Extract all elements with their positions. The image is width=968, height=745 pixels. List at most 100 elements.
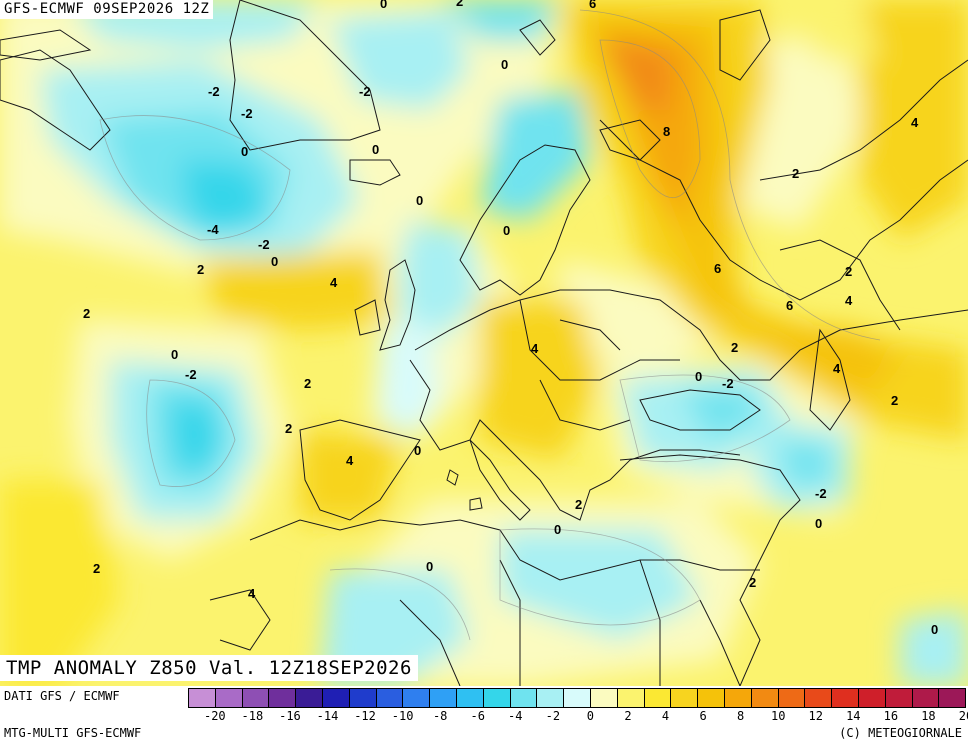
contour-label: 2 (891, 393, 898, 408)
color-scale-swatch (698, 689, 725, 707)
color-scale-tick: -20 (203, 709, 226, 723)
contour-label: -2 (208, 84, 220, 99)
contour-label: 0 (271, 254, 278, 269)
contour-label: -2 (359, 84, 371, 99)
color-scale-tick: -8 (432, 709, 448, 723)
color-scale-swatch (885, 689, 913, 707)
contour-label: 2 (575, 497, 582, 512)
color-scale-swatch (430, 689, 457, 707)
contour-label: -2 (258, 237, 270, 252)
color-scale-tick: -10 (391, 709, 414, 723)
contour-label: 4 (845, 293, 853, 308)
contour-label: -2 (185, 367, 197, 382)
color-scale-swatch (349, 689, 377, 707)
legend-footer: DATI GFS / ECMWF -20 -18 -16 -14 -12 -10 -8 -6-… (0, 686, 968, 745)
contour-label: 2 (456, 0, 463, 9)
contour-label: -4 (207, 222, 219, 237)
color-scale-tick: -6 (470, 709, 485, 723)
color-scale-tick: 20 (958, 709, 968, 723)
color-scale-tick: -18 (241, 709, 264, 723)
color-scale-swatch (590, 689, 618, 707)
contour-label: 0 (241, 144, 248, 159)
color-scale-tick: 2 (624, 709, 632, 723)
contour-label: 6 (786, 298, 793, 313)
color-scale-swatch (242, 689, 270, 707)
color-scale-ticks: -20 -18 -16 -14 -12 -10 -8 -6 -4 -2 0 2 4 6 8 10 12 14 16 1… (188, 709, 968, 725)
color-scale-tick: -16 (279, 709, 301, 723)
color-scale-tick: 4 (661, 709, 670, 723)
contour-label: 4 (833, 361, 841, 376)
contour-label: 2 (83, 306, 90, 321)
contour-label: 6 (589, 0, 596, 11)
color-scale-swatch (939, 689, 966, 707)
contour-label: 0 (414, 443, 421, 458)
color-scale (188, 688, 966, 708)
contour-label: 4 (248, 586, 256, 601)
color-scale-tick: 0 (586, 709, 595, 723)
color-scale-swatch (189, 689, 216, 707)
anomaly-shading (0, 0, 968, 686)
color-scale-swatch (564, 689, 591, 707)
contour-label: 2 (304, 376, 311, 391)
contour-label: 2 (731, 340, 738, 355)
color-scale-swatch (778, 689, 806, 707)
contour-label: 4 (346, 453, 354, 468)
contour-label: 0 (554, 522, 561, 537)
contour-label: 2 (197, 262, 204, 277)
contour-label: 2 (93, 561, 100, 576)
color-scale-swatch (644, 689, 672, 707)
anomaly-map: 0 2 6 -2 -2 0 -2 0 0 8 4 2 0 0 -4 -2 0 2… (0, 0, 968, 686)
color-scale-tick: 10 (770, 709, 786, 723)
contour-label: 0 (695, 369, 702, 384)
copyright-label: (C) METEOGIORNALE (839, 726, 962, 740)
color-scale-swatch (215, 689, 243, 707)
color-scale-swatch (832, 689, 859, 707)
color-scale-tick: 14 (846, 709, 861, 723)
color-scale-swatch (858, 689, 886, 707)
color-scale-swatch (322, 689, 350, 707)
color-scale-tick: -4 (508, 709, 523, 723)
contour-label: 2 (749, 575, 756, 590)
contour-labels: 0 2 6 -2 -2 0 -2 0 0 8 4 2 0 0 -4 -2 0 2… (83, 0, 938, 637)
color-scale-swatch (483, 689, 511, 707)
color-scale-swatch (403, 689, 431, 707)
contour-label: 0 (426, 559, 433, 574)
color-scale-swatch (805, 689, 833, 707)
contour-label: 0 (416, 193, 423, 208)
contour-label: -2 (241, 106, 253, 121)
contour-label: 0 (171, 347, 178, 362)
color-scale-swatch (724, 689, 752, 707)
color-scale-tick: 8 (737, 709, 745, 723)
color-scale-tick: -14 (316, 709, 339, 723)
contour-label: 2 (845, 264, 852, 279)
run-label: GFS-ECMWF 09SEP2026 12Z (0, 0, 214, 19)
contour-label: 8 (663, 124, 670, 139)
data-source-label: DATI GFS / ECMWF (4, 689, 120, 703)
contour-label: -2 (815, 486, 827, 501)
color-scale-swatch (269, 689, 297, 707)
contour-label: 4 (330, 275, 338, 290)
color-scale-tick: -2 (545, 709, 561, 723)
contour-label: 0 (380, 0, 387, 11)
color-scale-tick: 6 (699, 709, 707, 723)
color-scale-tick: 18 (921, 709, 936, 723)
color-scale-swatch (296, 689, 323, 707)
contour-label: 6 (714, 261, 721, 276)
color-scale-swatch (912, 689, 940, 707)
model-label: MTG-MULTI GFS-ECMWF (4, 726, 142, 740)
valid-time-label: TMP ANOMALY Z850 Val. 12Z18SEP2026 (0, 655, 418, 681)
color-scale-swatch (456, 689, 484, 707)
contour-label: 2 (792, 166, 799, 181)
coastlines (0, 0, 968, 686)
contour-label: 4 (531, 341, 539, 356)
color-scale-tick: 16 (883, 709, 899, 723)
color-scale-swatch (751, 689, 779, 707)
color-scale-tick: 12 (808, 709, 823, 723)
anomaly-contours (99, 9, 881, 641)
color-scale-swatch (510, 689, 538, 707)
color-scale-swatch (376, 689, 404, 707)
contour-label: 0 (501, 57, 508, 72)
contour-label: 0 (503, 223, 510, 238)
color-scale-swatch (671, 689, 699, 707)
contour-label: 0 (372, 142, 379, 157)
